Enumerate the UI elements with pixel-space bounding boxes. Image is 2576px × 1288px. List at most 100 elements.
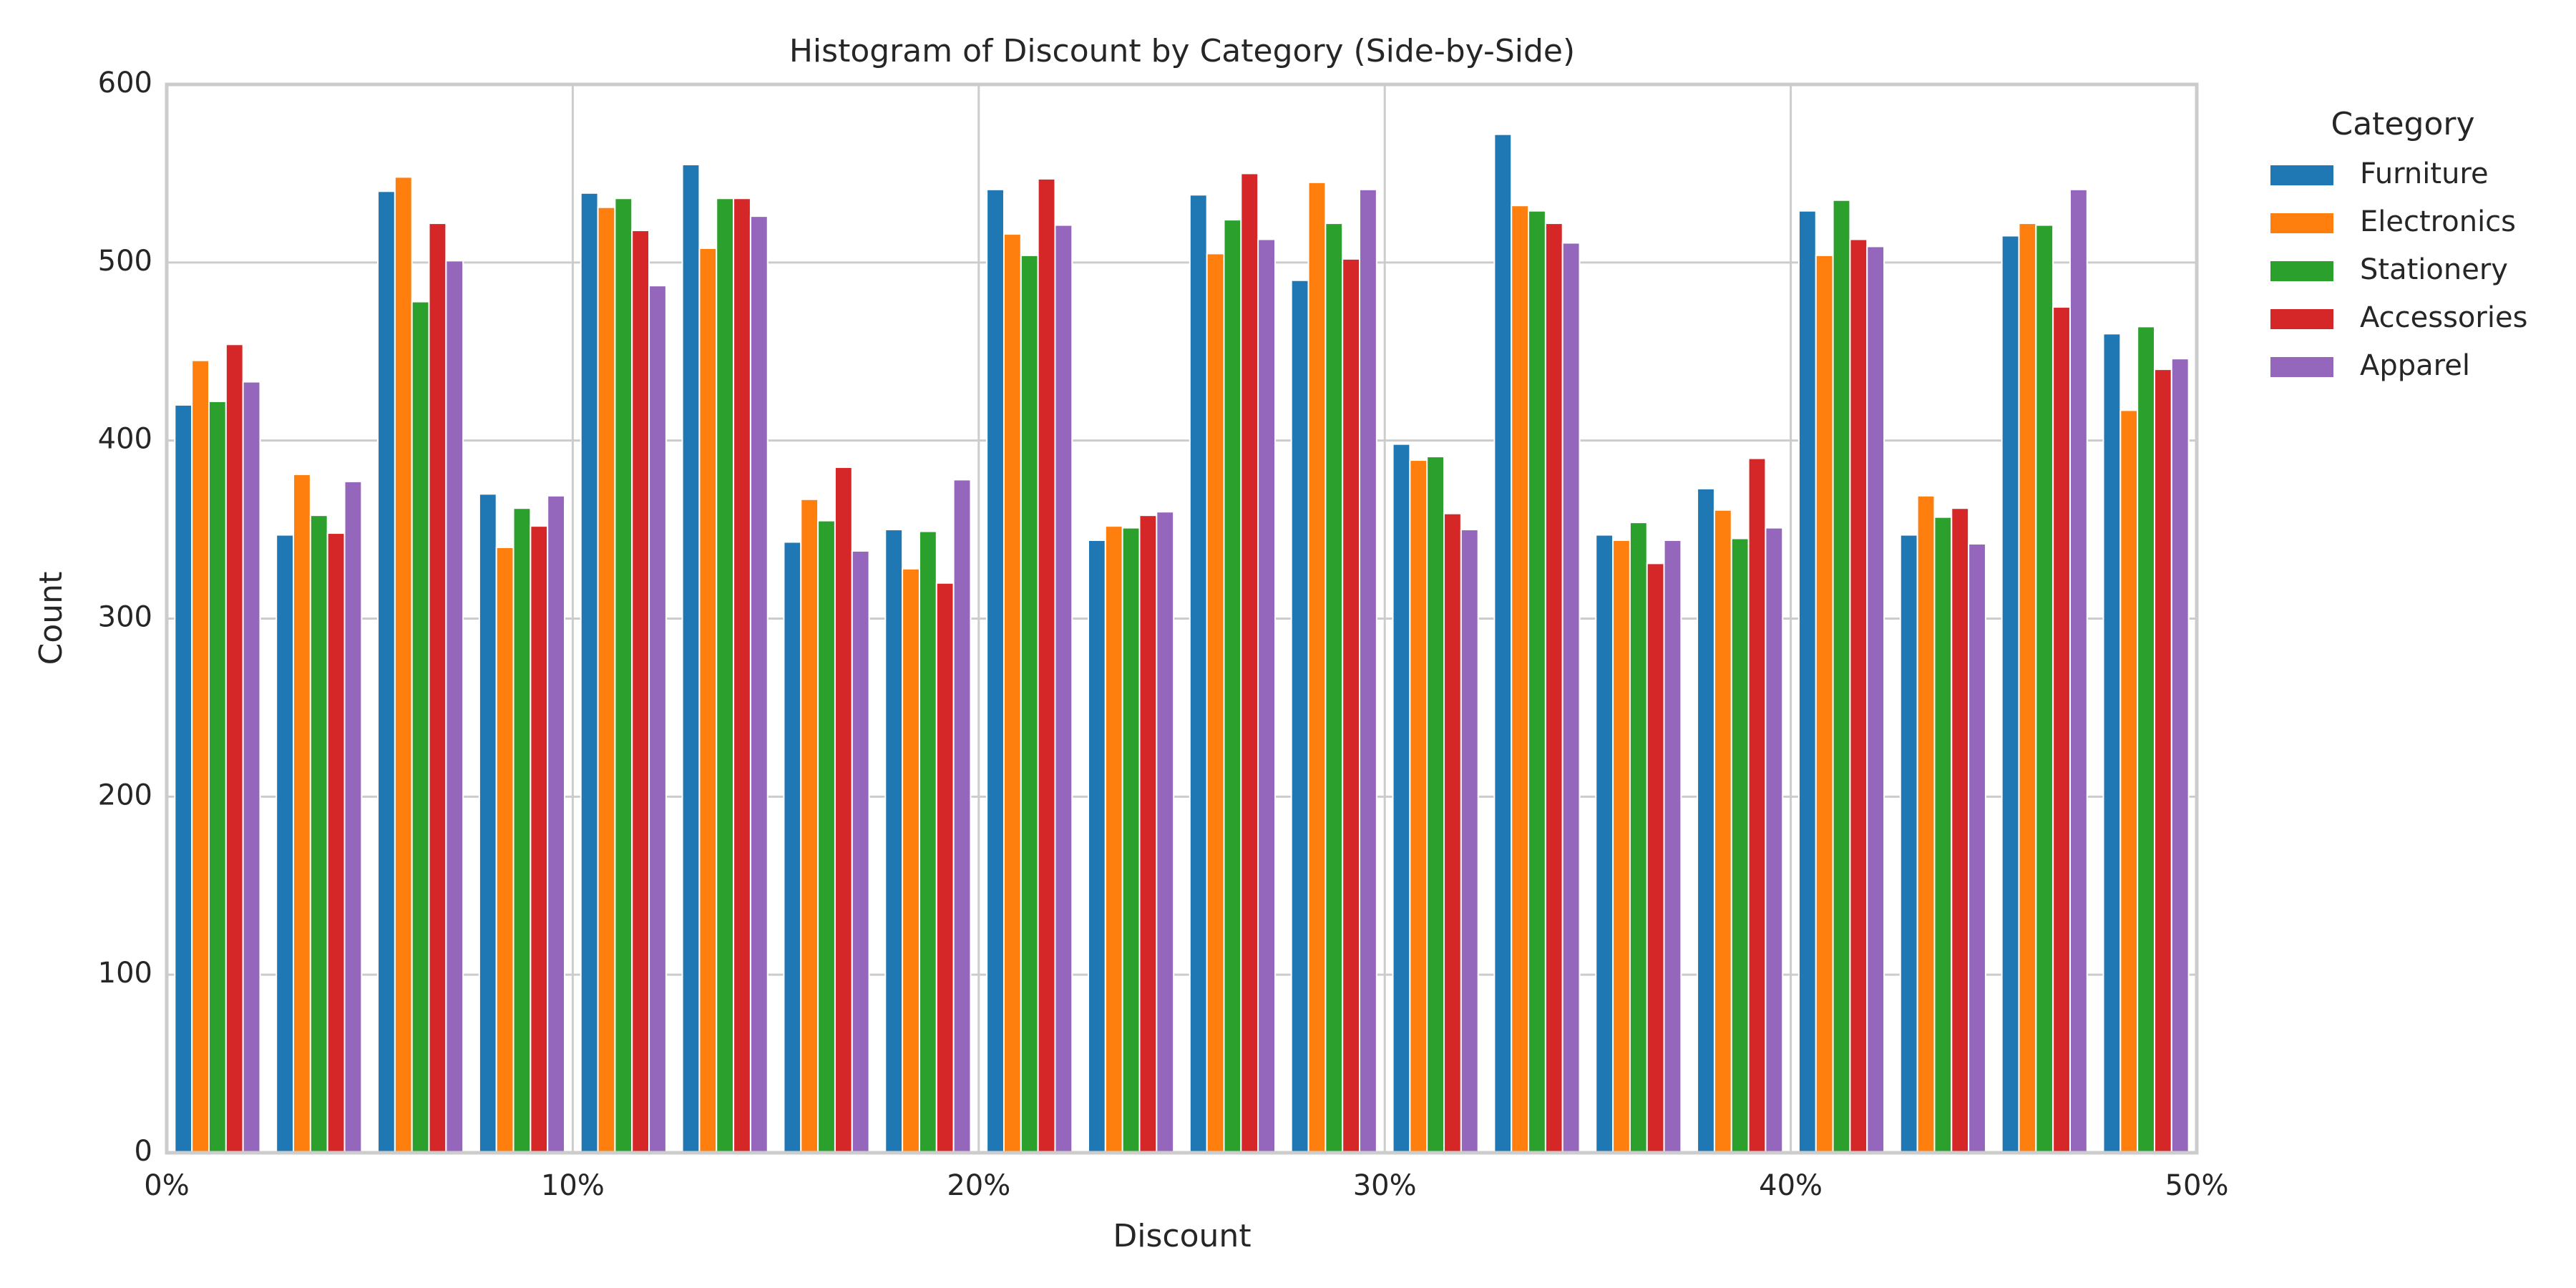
- bar: [1697, 487, 1715, 1153]
- bar: [377, 190, 396, 1153]
- bar: [884, 529, 904, 1153]
- bar: [580, 192, 599, 1153]
- x-tick-label: 50%: [2165, 1169, 2229, 1202]
- bar: [1528, 210, 1546, 1154]
- legend-swatch: [2270, 261, 2333, 281]
- bar: [1206, 253, 1225, 1153]
- bar: [530, 525, 549, 1153]
- bar: [512, 507, 532, 1153]
- bar: [2102, 333, 2122, 1153]
- bar: [1849, 238, 1868, 1153]
- bar: [1765, 527, 1784, 1153]
- bar: [1951, 507, 1970, 1153]
- bar: [902, 567, 920, 1153]
- bar: [478, 493, 497, 1153]
- bar: [614, 197, 633, 1154]
- bar: [2119, 409, 2139, 1153]
- bar: [411, 301, 430, 1153]
- bar: [1933, 516, 1953, 1153]
- legend-label: Accessories: [2360, 301, 2527, 334]
- bar: [1544, 223, 1563, 1154]
- bar: [2137, 326, 2155, 1153]
- bar: [428, 223, 447, 1154]
- bar: [2018, 223, 2037, 1154]
- bar: [293, 473, 311, 1153]
- bar: [1916, 494, 1936, 1153]
- bar: [2035, 224, 2054, 1153]
- bar: [1747, 457, 1767, 1153]
- bar: [1240, 172, 1259, 1154]
- bar: [834, 466, 853, 1153]
- plot-frame: [165, 82, 2199, 1155]
- bar: [1002, 233, 1022, 1153]
- bar: [1290, 279, 1309, 1153]
- bar: [326, 532, 346, 1153]
- y-axis-label: Count: [33, 572, 69, 665]
- bar: [986, 188, 1005, 1154]
- legend-swatch: [2270, 309, 2333, 329]
- y-tick-label: 300: [98, 601, 152, 634]
- bar: [1426, 456, 1445, 1153]
- x-tick-label: 40%: [1759, 1169, 1823, 1202]
- bar: [2170, 358, 2190, 1153]
- bar: [733, 197, 751, 1154]
- bar: [935, 582, 955, 1153]
- bar: [1020, 254, 1039, 1153]
- bar: [1730, 537, 1750, 1153]
- bar: [1493, 133, 1513, 1153]
- legend-swatch: [2270, 213, 2333, 233]
- chart-title: Histogram of Discount by Category (Side-…: [789, 33, 1575, 69]
- legend-title: Category: [2331, 106, 2475, 142]
- y-tick-label: 400: [98, 423, 152, 456]
- bar: [1629, 522, 1648, 1153]
- bar: [1054, 224, 1073, 1153]
- bar: [648, 285, 667, 1154]
- bar: [1797, 210, 1817, 1154]
- bar: [174, 404, 193, 1153]
- bar: [1307, 181, 1327, 1154]
- bar: [2001, 235, 2020, 1154]
- bar: [1968, 542, 1986, 1153]
- x-axis-label: Discount: [1113, 1218, 1251, 1254]
- bar: [1595, 534, 1614, 1153]
- x-tick-label: 0%: [144, 1169, 189, 1202]
- bar: [952, 479, 972, 1153]
- bar: [394, 176, 413, 1154]
- y-tick-label: 200: [98, 779, 152, 811]
- legend-swatch: [2270, 357, 2333, 377]
- x-tick-label: 10%: [541, 1169, 605, 1202]
- bar: [918, 530, 937, 1153]
- bar: [1121, 527, 1141, 1153]
- bar: [1815, 254, 1834, 1153]
- bar: [495, 546, 514, 1153]
- bar: [1342, 258, 1361, 1153]
- bar: [1832, 199, 1851, 1153]
- x-tick-label: 20%: [947, 1169, 1010, 1202]
- bar: [2069, 188, 2088, 1154]
- bar: [1189, 194, 1208, 1154]
- bar: [1443, 512, 1462, 1153]
- y-tick-label: 0: [135, 1135, 152, 1168]
- bar: [1713, 509, 1732, 1153]
- legend-label: Electronics: [2360, 205, 2516, 238]
- bar: [1460, 529, 1479, 1153]
- bar: [309, 514, 328, 1153]
- bar: [681, 163, 701, 1154]
- bar: [1223, 219, 1242, 1154]
- bar: [1511, 205, 1530, 1153]
- bar: [208, 400, 227, 1153]
- bar: [698, 247, 718, 1154]
- bar: [1866, 245, 1885, 1153]
- bar: [1899, 534, 1918, 1153]
- bar: [225, 343, 244, 1154]
- bar: [1612, 540, 1631, 1153]
- bar: [1561, 242, 1581, 1153]
- y-tick-label: 500: [98, 245, 152, 278]
- bar: [242, 381, 261, 1154]
- bar: [783, 541, 802, 1153]
- bar: [191, 359, 210, 1154]
- bar: [749, 215, 769, 1153]
- x-tick-label: 30%: [1353, 1169, 1417, 1202]
- legend-label: Furniture: [2360, 157, 2489, 190]
